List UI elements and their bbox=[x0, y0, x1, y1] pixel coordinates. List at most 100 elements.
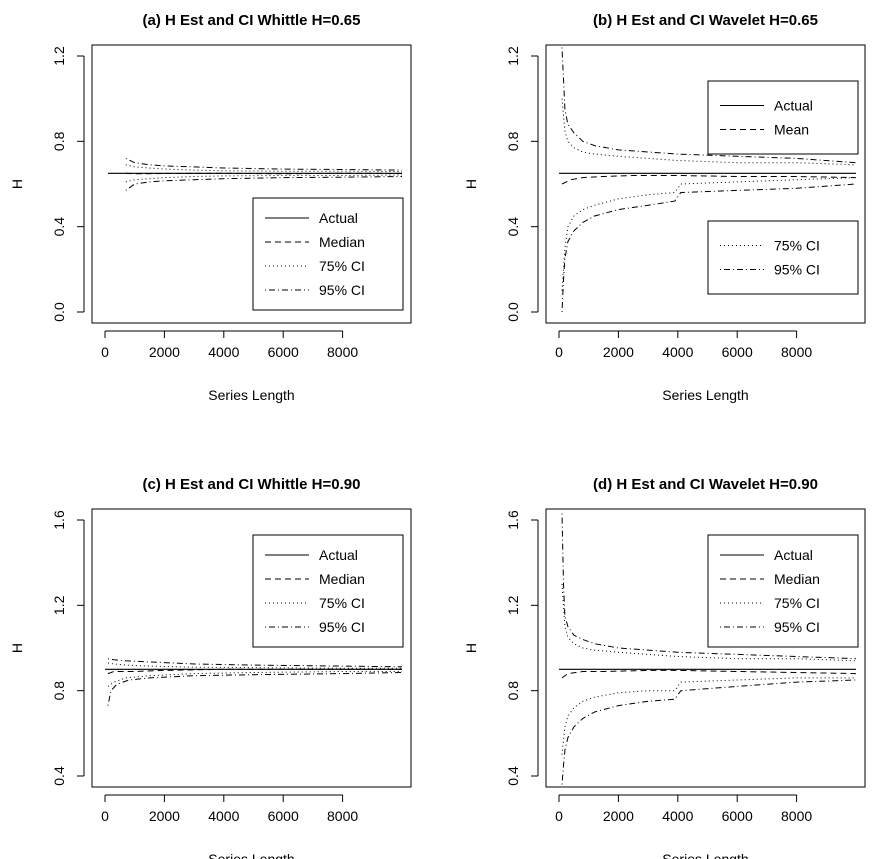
legend: Actual Median 75% CI 95% CI bbox=[252, 534, 404, 648]
x-axis: 0 2000 4000 6000 8000 bbox=[101, 330, 358, 360]
y-tick-label: 0.4 bbox=[505, 217, 521, 237]
x-tick-label: 4000 bbox=[208, 344, 239, 360]
legend-label: Median bbox=[319, 571, 365, 587]
series-line-75-ci-3 bbox=[125, 174, 403, 183]
series-line-95-ci-5 bbox=[561, 679, 857, 785]
chart-title: (b) H Est and CI Wavelet H=0.65 bbox=[593, 12, 818, 29]
chart-panel-3: (c) H Est and CI Whittle H=0.90 0 2000 4000… bbox=[9, 476, 412, 859]
legend-label: 95% CI bbox=[774, 262, 820, 278]
plot-frame bbox=[545, 44, 866, 324]
legend-box bbox=[707, 80, 859, 155]
y-tick-label: 1.2 bbox=[505, 46, 521, 66]
series-line-75-ci-3 bbox=[561, 177, 857, 291]
x-tick-label: 6000 bbox=[268, 808, 299, 824]
series-line-median-1 bbox=[107, 668, 402, 675]
y-tick-label: 1.2 bbox=[51, 46, 67, 66]
series-group bbox=[105, 658, 403, 706]
x-tick-label: 0 bbox=[555, 808, 563, 824]
x-tick-label: 4000 bbox=[662, 808, 693, 824]
y-tick-label: 0.8 bbox=[51, 131, 67, 151]
legend-label: Median bbox=[319, 234, 365, 250]
series-group bbox=[559, 47, 857, 313]
series-group bbox=[108, 157, 403, 191]
chart-panel-1: (a) H Est and CI Whittle H=0.65 0 2000 4000… bbox=[9, 12, 412, 403]
x-tick-label: 0 bbox=[101, 344, 109, 360]
x-tick-label: 6000 bbox=[268, 344, 299, 360]
x-tick-label: 4000 bbox=[662, 344, 693, 360]
x-tick-label: 4000 bbox=[208, 808, 239, 824]
y-axis: 0.0 0.4 0.8 1.2 bbox=[505, 46, 539, 322]
y-axis-label: H bbox=[9, 179, 25, 189]
x-axis: 0 2000 4000 6000 8000 bbox=[101, 794, 358, 824]
series-group bbox=[559, 513, 857, 785]
legend-box bbox=[707, 220, 859, 295]
legend: Actual Median 75% CI 95% CI bbox=[707, 534, 859, 648]
y-tick-label: 0.4 bbox=[51, 766, 67, 786]
chart-title: (a) H Est and CI Whittle H=0.65 bbox=[143, 12, 361, 29]
x-tick-label: 2000 bbox=[603, 808, 634, 824]
y-axis: 0.0 0.4 0.8 1.2 bbox=[51, 46, 85, 322]
plot-frame bbox=[545, 508, 866, 788]
series-line-75-ci-2 bbox=[107, 662, 402, 669]
x-tick-label: 8000 bbox=[781, 808, 812, 824]
legend-label: Median bbox=[774, 571, 820, 587]
x-tick-label: 0 bbox=[101, 808, 109, 824]
legend: Actual Mean bbox=[707, 80, 859, 155]
y-tick-label: 1.6 bbox=[505, 510, 521, 530]
plot-frame bbox=[91, 44, 412, 324]
legend-label: Mean bbox=[774, 122, 809, 138]
y-tick-label: 0.8 bbox=[505, 131, 521, 151]
x-tick-label: 2000 bbox=[603, 344, 634, 360]
legend-label: Actual bbox=[319, 547, 358, 563]
x-tick-label: 6000 bbox=[722, 344, 753, 360]
legend-label: 75% CI bbox=[319, 595, 365, 611]
x-axis-label: Series Length bbox=[208, 851, 294, 859]
series-line-95-ci-5 bbox=[125, 176, 403, 191]
y-tick-label: 0.4 bbox=[51, 217, 67, 237]
y-tick-label: 0.0 bbox=[51, 302, 67, 322]
y-axis: 0.4 0.8 1.2 1.6 bbox=[505, 510, 539, 786]
legend-box bbox=[252, 534, 404, 648]
x-axis: 0 2000 4000 6000 8000 bbox=[555, 794, 812, 824]
x-tick-label: 2000 bbox=[149, 808, 180, 824]
series-line-95-ci-4 bbox=[107, 658, 403, 668]
series-line-75-ci-2 bbox=[125, 164, 403, 173]
x-axis-label: Series Length bbox=[208, 387, 294, 403]
x-tick-label: 8000 bbox=[327, 808, 358, 824]
y-axis: 0.4 0.8 1.2 1.6 bbox=[51, 510, 85, 786]
legend-label: 95% CI bbox=[319, 619, 365, 635]
series-line-95-ci-5 bbox=[107, 672, 403, 706]
y-axis-label: H bbox=[9, 643, 25, 653]
legend-label: Actual bbox=[774, 547, 813, 563]
series-line-75-ci-3 bbox=[561, 677, 856, 755]
x-tick-label: 0 bbox=[555, 344, 563, 360]
series-line-95-ci-4 bbox=[125, 157, 403, 171]
chart-panel-4: (d) H Est and CI Wavelet H=0.90 0 2000 4000… bbox=[463, 476, 866, 859]
x-tick-label: 8000 bbox=[781, 344, 812, 360]
legend: 75% CI 95% CI bbox=[707, 220, 859, 295]
legend-label: 75% CI bbox=[774, 595, 820, 611]
legend: Actual Median 75% CI 95% CI bbox=[252, 197, 404, 311]
x-axis: 0 2000 4000 6000 8000 bbox=[555, 330, 812, 360]
legend-label: 75% CI bbox=[774, 238, 820, 254]
legend-box bbox=[707, 534, 859, 648]
y-tick-label: 0.0 bbox=[505, 302, 521, 322]
chart-panel-2: (b) H Est and CI Wavelet H=0.65 0 2000 4000… bbox=[463, 12, 866, 403]
legend-box bbox=[252, 197, 404, 311]
x-axis-label: Series Length bbox=[662, 851, 748, 859]
y-tick-label: 0.8 bbox=[51, 681, 67, 701]
y-tick-label: 0.8 bbox=[505, 681, 521, 701]
series-line-75-ci-2 bbox=[561, 583, 857, 662]
y-tick-label: 1.2 bbox=[51, 595, 67, 615]
x-tick-label: 2000 bbox=[149, 344, 180, 360]
y-axis-label: H bbox=[463, 179, 479, 189]
y-axis-label: H bbox=[463, 643, 479, 653]
y-tick-label: 0.4 bbox=[505, 766, 521, 786]
legend-label: 95% CI bbox=[319, 282, 365, 298]
chart-title: (c) H Est and CI Whittle H=0.90 bbox=[143, 476, 361, 493]
legend-label: 95% CI bbox=[774, 619, 820, 635]
x-axis-label: Series Length bbox=[662, 387, 748, 403]
y-tick-label: 1.6 bbox=[51, 510, 67, 530]
series-line-mean-1 bbox=[561, 175, 857, 185]
